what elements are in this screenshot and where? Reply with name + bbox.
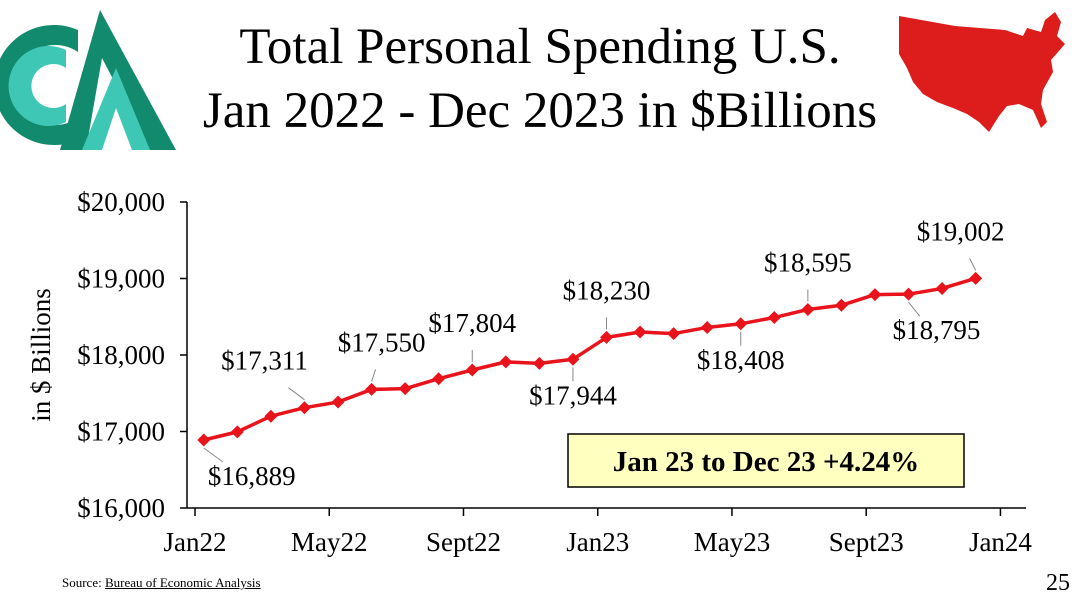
data-point xyxy=(767,311,781,325)
data-label: $17,804 xyxy=(428,308,516,338)
data-point xyxy=(297,401,311,415)
source-prefix: Source: xyxy=(62,575,105,590)
data-point xyxy=(734,317,748,331)
data-label: $18,595 xyxy=(764,247,852,277)
data-point xyxy=(465,363,479,377)
series-line xyxy=(203,276,977,442)
x-tick-label: Jan22 xyxy=(164,527,227,557)
data-point xyxy=(197,433,211,447)
data-point xyxy=(700,320,714,334)
data-point xyxy=(935,281,949,295)
x-tick-label: Jan23 xyxy=(566,527,629,557)
data-point xyxy=(969,271,983,285)
x-tick-label: May22 xyxy=(291,527,368,557)
logo-arc-dark xyxy=(0,25,78,145)
data-point xyxy=(566,352,580,366)
data-point xyxy=(801,302,815,316)
data-point xyxy=(868,288,882,302)
data-label: $18,408 xyxy=(697,345,785,375)
data-label-leader xyxy=(288,387,305,401)
annotation-box xyxy=(567,433,965,488)
data-label-leader xyxy=(371,369,377,382)
x-tick-label: Sept22 xyxy=(426,527,501,557)
page-title-line2: Jan 2022 - Dec 2023 in $Billions xyxy=(202,83,878,139)
data-point xyxy=(365,382,379,396)
data-point xyxy=(834,298,848,312)
data-point xyxy=(600,330,613,344)
data-point xyxy=(902,287,916,301)
y-tick-label: $18,000 xyxy=(77,340,165,370)
x-tick-label: Jan24 xyxy=(969,527,1032,557)
y-tick-label: $19,000 xyxy=(77,264,165,294)
x-tick-label: May23 xyxy=(694,527,771,557)
y-tick-label: $17,000 xyxy=(77,417,165,447)
data-point xyxy=(264,409,278,423)
data-label-leader xyxy=(969,258,977,271)
data-point xyxy=(633,325,647,339)
source-note: Source: Bureau of Economic Analysis xyxy=(62,575,261,591)
y-axis-title: in $ Billions xyxy=(26,288,56,422)
data-label-leader xyxy=(908,301,921,317)
page-title-line1: Total Personal Spending U.S. xyxy=(239,19,841,75)
data-label: $17,944 xyxy=(529,380,617,410)
data-label-leader xyxy=(203,447,224,463)
source-link[interactable]: Bureau of Economic Analysis xyxy=(104,575,261,590)
data-point xyxy=(398,382,412,396)
usa-map-icon xyxy=(899,12,1065,132)
company-logo-icon xyxy=(0,10,176,150)
data-point xyxy=(532,356,546,370)
logo-peak-light xyxy=(82,68,150,150)
data-point xyxy=(499,355,513,369)
data-label: $19,002 xyxy=(917,216,1005,246)
y-tick-label: $20,000 xyxy=(77,187,165,217)
data-point xyxy=(331,395,345,409)
data-point xyxy=(667,327,681,341)
data-label: $18,795 xyxy=(893,315,981,345)
x-tick-label: Sept23 xyxy=(829,527,904,557)
data-label: $16,889 xyxy=(208,461,296,491)
annotation-text: Jan 23 to Dec 23 +4.24% xyxy=(613,446,920,478)
data-point xyxy=(432,372,446,386)
logo-arc-light xyxy=(8,45,67,127)
y-tick-label: $16,000 xyxy=(77,493,165,523)
page-number: 25 xyxy=(1046,570,1070,596)
data-point xyxy=(230,425,244,439)
data-label: $17,550 xyxy=(338,327,426,357)
data-label: $18,230 xyxy=(563,275,651,305)
data-label: $17,311 xyxy=(221,346,308,376)
